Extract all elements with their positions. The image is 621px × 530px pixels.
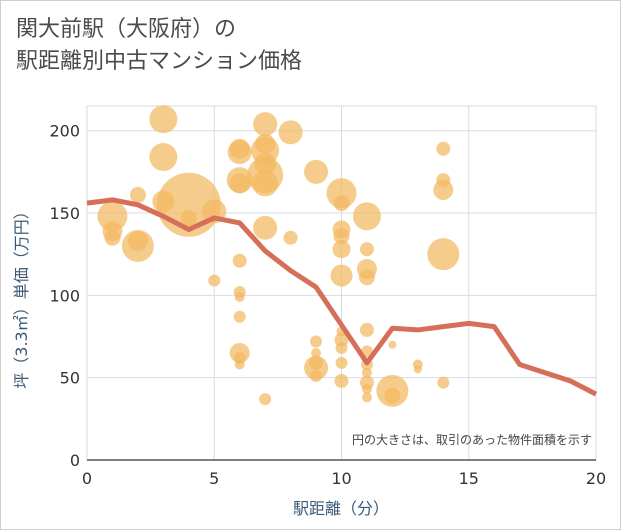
- bubble-point: [359, 322, 374, 337]
- y-tick-label: 200: [49, 122, 80, 141]
- bubble-point: [283, 230, 298, 245]
- y-tick-label: 100: [49, 286, 80, 305]
- bubble-point: [330, 264, 353, 287]
- y-axis-label: 坪（3.3㎡）単価（万円）: [12, 203, 31, 388]
- y-tick-label: 50: [60, 369, 80, 388]
- bubble-point: [333, 195, 350, 212]
- chart-title-line-2: 駅距離別中古マンション価格: [16, 49, 303, 74]
- bubble-point: [229, 173, 250, 194]
- bubble-point: [208, 274, 221, 287]
- bubble-point: [335, 356, 348, 369]
- bubble-point: [310, 335, 323, 348]
- bubble-point: [252, 170, 279, 197]
- bubble-point: [361, 384, 372, 395]
- bubble-point: [227, 140, 252, 165]
- bubble-point: [97, 201, 128, 232]
- bubble-point: [388, 340, 397, 349]
- bubble-point: [361, 367, 372, 378]
- bubble-layer: [97, 105, 460, 407]
- y-tick-label: 150: [49, 204, 80, 223]
- bubble-point: [384, 387, 401, 404]
- bubble-point: [304, 355, 329, 380]
- bubble-point: [352, 202, 381, 231]
- x-tick-label: 20: [586, 469, 606, 488]
- bubble-point: [149, 105, 178, 134]
- bubble-point: [121, 229, 154, 262]
- bubble-point: [259, 393, 272, 406]
- bubble-point: [304, 159, 329, 184]
- bubble-point: [233, 310, 246, 323]
- bubble-point: [335, 342, 348, 355]
- bubble-point: [253, 112, 278, 137]
- bubble-point: [358, 269, 375, 286]
- x-tick-label: 0: [82, 469, 92, 488]
- bubble-point: [129, 186, 146, 203]
- bubble-point: [149, 143, 178, 172]
- bubble-point: [433, 179, 454, 200]
- bubble-point: [427, 238, 460, 271]
- x-tick-label: 15: [459, 469, 479, 488]
- bubble-point: [361, 392, 372, 403]
- bubble-size-note: 円の大きさは、取引のあった物件面積を示す: [352, 432, 592, 447]
- y-tick-label: 0: [70, 451, 80, 470]
- bubble-point: [436, 141, 451, 156]
- bubble-point: [232, 253, 247, 268]
- bubble-point: [278, 120, 303, 145]
- bubble-point: [234, 359, 245, 370]
- bubble-point: [311, 347, 322, 358]
- bubble-point: [332, 240, 351, 259]
- bubble-point: [253, 215, 278, 240]
- x-tick-label: 10: [331, 469, 351, 488]
- bubble-point: [310, 370, 323, 383]
- bubble-point: [180, 209, 197, 226]
- bubble-point: [104, 229, 121, 246]
- x-axis-label: 駅距離（分）: [293, 499, 389, 518]
- bubble-point: [413, 365, 422, 374]
- bubble-point: [359, 242, 374, 257]
- bubble-point: [333, 228, 350, 245]
- x-tick-label: 5: [209, 469, 219, 488]
- bubble-point: [437, 376, 450, 389]
- chart-title: 関大前駅（大阪府）の 駅距離別中古マンション価格: [16, 14, 302, 78]
- chart-title-line-1: 関大前駅（大阪府）の: [16, 17, 237, 42]
- average-line-layer: [86, 197, 598, 397]
- bubble-point: [334, 373, 349, 388]
- bubble-point: [234, 291, 245, 302]
- average-price-line: [86, 197, 598, 397]
